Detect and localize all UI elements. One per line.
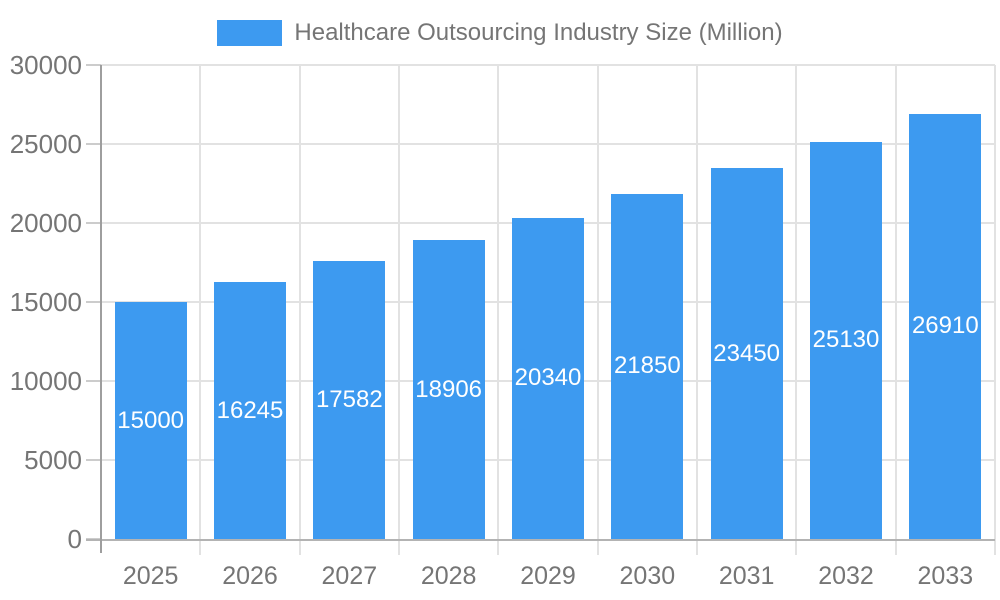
bar-value-label: 20340: [514, 364, 582, 392]
bar-value-label: 26910: [911, 312, 979, 340]
bar[interactable]: [313, 261, 386, 539]
y-axis-label: 0: [67, 524, 82, 554]
v-gridline: [795, 65, 798, 555]
x-axis-label: 2031: [718, 562, 775, 590]
y-axis-label: 5000: [24, 445, 82, 475]
legend-label: Healthcare Outsourcing Industry Size (Mi…: [294, 19, 783, 46]
x-axis-label: 2032: [818, 562, 874, 590]
h-gridline: [101, 64, 995, 66]
y-tick: [86, 222, 101, 224]
bar[interactable]: [611, 193, 684, 539]
bar[interactable]: [214, 282, 286, 539]
v-gridline: [696, 65, 698, 555]
v-gridline: [298, 65, 301, 555]
y-tick: [86, 301, 101, 303]
y-axis-label: 30000: [9, 50, 82, 80]
bar-value-label: 18906: [415, 375, 483, 403]
y-tick: [86, 143, 101, 145]
y-axis-label: 10000: [9, 366, 82, 396]
bar[interactable]: [909, 113, 982, 539]
bar-value-label: 21850: [613, 352, 681, 380]
y-axis-label: 15000: [9, 287, 82, 317]
bar-value-label: 25130: [812, 326, 880, 354]
v-gridline: [199, 65, 202, 555]
bar[interactable]: [114, 302, 187, 539]
x-axis-label: 2029: [520, 562, 576, 590]
x-axis-label: 2030: [619, 562, 676, 590]
x-axis-label: 2033: [917, 562, 974, 590]
bar[interactable]: [810, 141, 882, 539]
x-axis-label: 2028: [420, 562, 477, 590]
x-axis-label: 2027: [321, 562, 378, 590]
bar-value-label: 15000: [117, 406, 185, 434]
y-axis-label: 25000: [9, 129, 82, 159]
x-axis-label: 2025: [122, 562, 179, 590]
bar[interactable]: [710, 168, 783, 539]
legend-swatch: [217, 19, 283, 46]
x-axis-label: 2026: [222, 562, 278, 590]
h-gridline: [101, 143, 995, 145]
bar-value-label: 23450: [713, 339, 781, 367]
bar-value-label: 16245: [216, 396, 284, 424]
v-gridline: [398, 65, 400, 555]
v-gridline: [497, 65, 500, 555]
y-tick: [86, 64, 101, 66]
bar[interactable]: [412, 240, 485, 539]
bar-value-label: 17582: [315, 386, 383, 414]
v-gridline: [994, 65, 996, 555]
v-gridline: [596, 65, 599, 555]
y-axis-label: 20000: [9, 208, 82, 238]
v-gridline: [894, 65, 897, 555]
y-tick: [86, 380, 101, 382]
y-axis-line: [100, 65, 102, 553]
legend-item[interactable]: Healthcare Outsourcing Industry Size (Mi…: [0, 19, 1000, 46]
x-axis-line: [86, 539, 995, 541]
bar[interactable]: [512, 217, 584, 539]
y-tick: [86, 459, 101, 461]
